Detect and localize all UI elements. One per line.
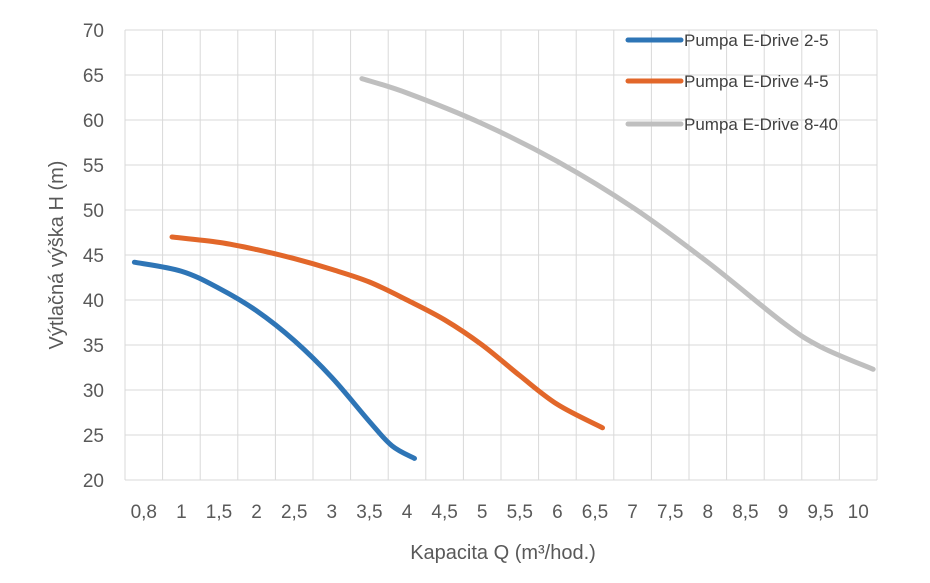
x-tick-label: 3 — [327, 502, 338, 523]
y-tick-label: 50 — [83, 201, 104, 222]
y-axis-title: Výtlačná výška H (m) — [46, 161, 68, 350]
series-line-8-40 — [359, 76, 876, 372]
legend-label-8-40: Pumpa E-Drive 8-40 — [684, 115, 838, 134]
y-tick-label: 20 — [83, 471, 104, 492]
x-tick-label: 8,5 — [732, 502, 758, 523]
x-tick-label: 4 — [402, 502, 413, 523]
x-tick-label: 6,5 — [582, 502, 608, 523]
legend-label-4-5: Pumpa E-Drive 4-5 — [684, 72, 829, 91]
x-tick-label: 4,5 — [431, 502, 457, 523]
series-line-4-5 — [169, 234, 605, 431]
y-tick-label: 45 — [83, 246, 104, 267]
y-tick-label: 30 — [83, 381, 104, 402]
x-tick-label: 10 — [848, 502, 869, 523]
y-tick-label: 40 — [83, 291, 104, 312]
horizontal-gridlines — [125, 29, 877, 481]
x-tick-label: 8 — [703, 502, 714, 523]
x-tick-label: 5,5 — [507, 502, 533, 523]
x-tick-label: 9 — [778, 502, 789, 523]
y-tick-label: 60 — [83, 111, 104, 132]
y-tick-label: 65 — [83, 66, 104, 87]
x-tick-label: 1 — [176, 502, 187, 523]
x-tick-label: 5 — [477, 502, 488, 523]
y-tick-label: 35 — [83, 336, 104, 357]
y-axis-tick-labels: 70 65 60 55 50 45 40 35 30 25 20 — [83, 21, 104, 492]
y-tick-label: 25 — [83, 426, 104, 447]
legend-label-2-5: Pumpa E-Drive 2-5 — [684, 31, 829, 50]
x-tick-label: 6 — [552, 502, 563, 523]
y-tick-label: 55 — [83, 156, 104, 177]
x-tick-label: 9,5 — [807, 502, 833, 523]
x-tick-label: 2,5 — [281, 502, 307, 523]
x-axis-tick-labels: 0,8 1 1,5 2 2,5 3 3,5 4 4,5 5 5,5 6 6,5 7 7,5 8 8,5 9 9,5 1… — [131, 502, 869, 523]
x-tick-label: 3,5 — [356, 502, 382, 523]
x-tick-label: 7 — [627, 502, 638, 523]
x-tick-label: 0,8 — [131, 502, 157, 523]
x-tick-label: 2 — [251, 502, 262, 523]
x-tick-label: 1,5 — [206, 502, 232, 523]
x-axis-title: Kapacita Q (m³/hod.) — [410, 542, 596, 564]
series-lines — [131, 76, 876, 461]
series-line-2-5 — [131, 259, 417, 461]
legend: Pumpa E-Drive 2-5 Pumpa E-Drive 4-5 Pump… — [625, 31, 838, 134]
y-tick-label: 70 — [83, 21, 104, 42]
x-tick-label: 7,5 — [657, 502, 683, 523]
